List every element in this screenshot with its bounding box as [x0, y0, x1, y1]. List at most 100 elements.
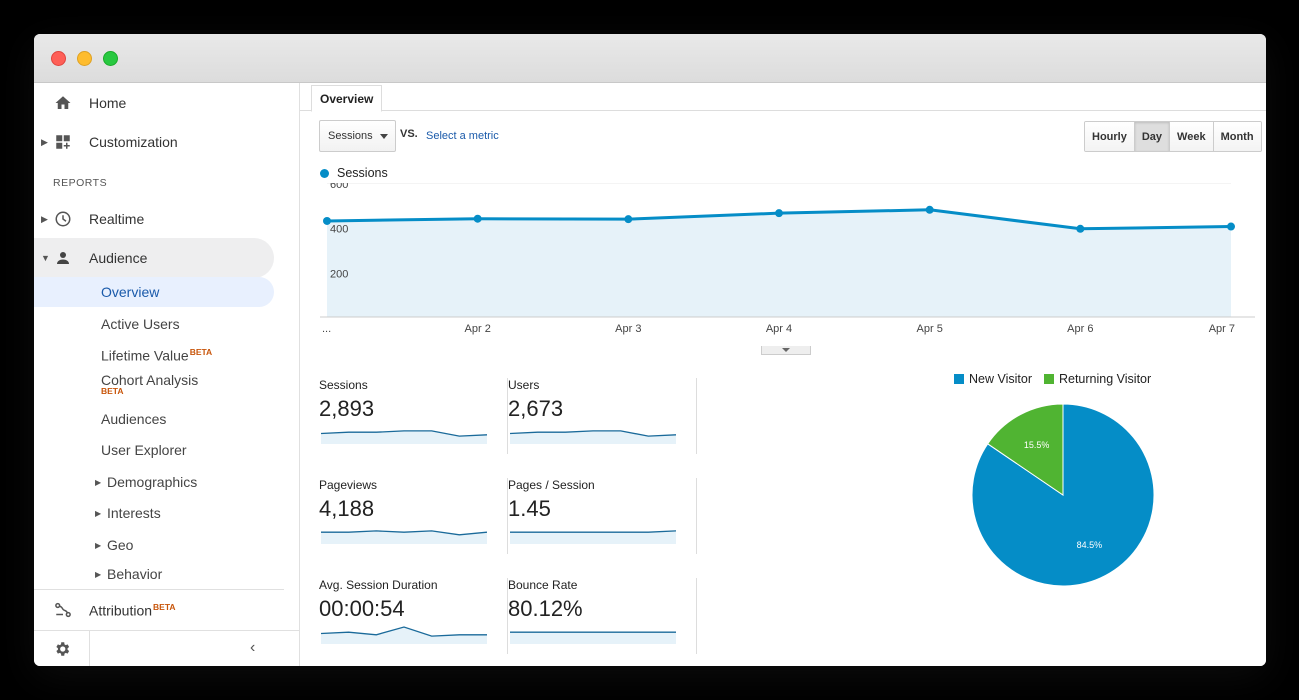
sidebar-subitem-label: Active Users — [101, 316, 180, 332]
stat-pageviews[interactable]: Pageviews 4,188 — [319, 478, 508, 554]
sidebar-subitem-user-explorer[interactable]: User Explorer — [34, 435, 274, 465]
divider — [89, 631, 90, 666]
collapse-sidebar-icon[interactable]: ‹ — [250, 639, 256, 656]
tab-bar: Overview — [300, 83, 1266, 112]
divider — [507, 478, 508, 554]
sparkline — [510, 430, 676, 444]
sidebar-item-label-wrap: AttributionBETA — [89, 602, 176, 619]
sparkline — [321, 430, 487, 444]
reports-section-label: REPORTS — [53, 177, 108, 189]
sidebar-subitem-overview[interactable]: Overview — [34, 277, 274, 307]
legend-label: Sessions — [337, 166, 388, 180]
day-button[interactable]: Day — [1134, 122, 1171, 151]
caret-right-icon: ▶ — [95, 477, 102, 487]
legend-swatch — [1043, 374, 1054, 384]
pie-slice-label: 84.5% — [1077, 540, 1103, 550]
gear-icon[interactable] — [53, 640, 71, 663]
sidebar-item-home[interactable]: Home — [34, 83, 274, 123]
title-bar — [34, 34, 1266, 83]
sidebar-item-attribution[interactable]: AttributionBETA — [34, 591, 274, 629]
sparkline — [321, 626, 487, 644]
legend-swatch — [320, 168, 329, 178]
sidebar-subitem-label: Behavior — [107, 566, 163, 582]
sidebar-item-label: Realtime — [89, 211, 145, 227]
sparkline — [321, 530, 487, 544]
sidebar-subitem-label: Interests — [107, 505, 161, 521]
sidebar-subitem-cohort-analysis[interactable]: Cohort Analysis BETA — [34, 365, 274, 401]
x-tick-label: Apr 5 — [917, 323, 943, 335]
sidebar-item-label: Home — [89, 95, 127, 111]
tab-overview[interactable]: Overview — [311, 85, 383, 112]
data-point — [925, 205, 934, 214]
stat-sessions[interactable]: Sessions 2,893 — [319, 378, 508, 454]
sidebar-subitem-geo[interactable]: ▶ Geo — [34, 530, 274, 560]
divider — [507, 378, 508, 454]
week-button[interactable]: Week — [1170, 122, 1214, 151]
granularity-toggle: Hourly Day Week Month — [1084, 121, 1262, 152]
sparkline-area — [510, 430, 676, 444]
data-point — [775, 209, 783, 218]
x-tick-label: Apr 6 — [1067, 323, 1093, 335]
sparkline-area — [510, 632, 676, 644]
sparkline-line — [510, 430, 676, 437]
stat-bounce-rate[interactable]: Bounce Rate 80.12% — [508, 578, 697, 654]
sidebar-subitem-demographics[interactable]: ▶ Demographics — [34, 467, 274, 497]
sidebar-subitem-label: Lifetime Value — [101, 347, 189, 364]
stat-value: 1.45 — [508, 496, 551, 521]
stat-pages-session[interactable]: Pages / Session 1.45 — [508, 478, 697, 554]
divider — [507, 578, 508, 654]
sparkline-line — [321, 626, 487, 637]
divider — [696, 478, 697, 554]
sidebar-item-realtime[interactable]: ▶ Realtime — [34, 199, 274, 239]
sidebar-subitem-active-users[interactable]: Active Users — [34, 309, 274, 339]
select-metric-link[interactable]: Select a metric — [426, 130, 499, 142]
stat-value: 4,188 — [319, 496, 375, 521]
sidebar-subitem-lifetime-value[interactable]: Lifetime ValueBETA — [34, 340, 274, 370]
maximize-window-button[interactable] — [103, 51, 118, 66]
vs-label: VS. — [400, 128, 418, 140]
x-tick-label: Apr 3 — [615, 323, 641, 335]
sidebar-subitem-label: Demographics — [107, 474, 198, 490]
caret-down-icon: ▼ — [41, 253, 50, 263]
sparkline-area — [321, 627, 487, 644]
sparkline-line — [321, 530, 487, 536]
stat-users[interactable]: Users 2,673 — [508, 378, 697, 454]
beta-badge: BETA — [153, 601, 176, 612]
divider — [696, 378, 697, 454]
sidebar: Home ▶ Customization REPORTS ▶ Realtime … — [34, 83, 300, 666]
stat-name: Bounce Rate — [508, 578, 578, 592]
pie-legend: New Visitor Returning Visitor — [954, 372, 1151, 386]
sidebar-subitem-label: Overview — [101, 284, 160, 300]
person-icon — [54, 249, 72, 267]
hourly-button[interactable]: Hourly — [1085, 122, 1135, 151]
sidebar-subitem-behavior[interactable]: ▶ Behavior — [34, 560, 274, 588]
sidebar-item-audience[interactable]: ▼ Audience — [34, 238, 274, 278]
sidebar-item-customization[interactable]: ▶ Customization — [34, 122, 274, 162]
metric-select[interactable]: Sessions — [319, 120, 396, 152]
browser-window: Home ▶ Customization REPORTS ▶ Realtime … — [34, 34, 1266, 666]
month-button[interactable]: Month — [1213, 122, 1261, 151]
sidebar-subitem-interests[interactable]: ▶ Interests — [34, 498, 274, 528]
beta-badge: BETA — [189, 346, 213, 357]
stat-name: Avg. Session Duration — [319, 578, 438, 592]
dashboard-icon — [54, 133, 72, 151]
caret-right-icon: ▶ — [95, 540, 102, 550]
x-tick-label: ... — [322, 323, 331, 335]
attribution-icon — [54, 601, 72, 619]
y-tick-label: 200 — [330, 268, 348, 280]
chart-collapse-handle[interactable] — [761, 346, 811, 355]
sparkline-line — [321, 430, 487, 437]
sidebar-subitem-audiences[interactable]: Audiences — [34, 404, 274, 434]
chevron-down-icon — [380, 134, 388, 139]
close-window-button[interactable] — [51, 51, 66, 66]
legend-label: Returning Visitor — [1058, 372, 1152, 386]
divider — [696, 578, 697, 654]
data-point — [624, 215, 633, 224]
sidebar-footer: ‹ — [34, 630, 300, 666]
pie-slice-returning-visitor — [987, 403, 1064, 496]
sidebar-subitem-label: Audiences — [101, 411, 167, 427]
minimize-window-button[interactable] — [77, 51, 92, 66]
data-point — [323, 216, 331, 225]
stat-avg-session-duration[interactable]: Avg. Session Duration 00:00:54 — [319, 578, 508, 654]
x-tick-label: Apr 7 — [1209, 323, 1235, 335]
